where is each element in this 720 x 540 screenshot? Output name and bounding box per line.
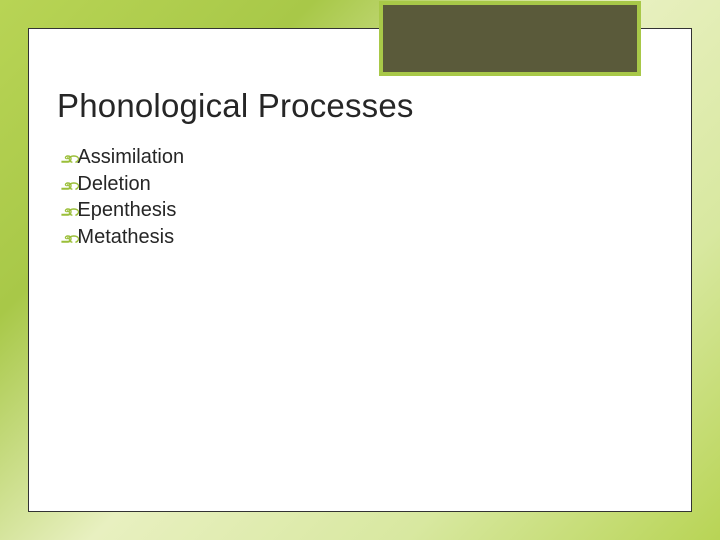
- bullet-label: Assimilation: [77, 145, 184, 171]
- bullet-list: ೨೧ Assimilation ೨೧ Deletion ೨೧ Epenthesi…: [61, 145, 184, 251]
- bullet-label: Deletion: [77, 172, 150, 198]
- list-item: ೨೧ Deletion: [61, 172, 184, 198]
- list-item: ೨೧ Epenthesis: [61, 198, 184, 224]
- slide-title: Phonological Processes: [57, 87, 414, 125]
- list-item: ೨೧ Metathesis: [61, 225, 184, 251]
- list-item: ೨೧ Assimilation: [61, 145, 184, 171]
- bullet-icon: ೨೧: [61, 149, 75, 168]
- bullet-icon: ೨೧: [61, 176, 75, 195]
- title-decoration-box: [379, 1, 641, 76]
- bullet-icon: ೨೧: [61, 202, 75, 221]
- bullet-icon: ೨೧: [61, 229, 75, 248]
- bullet-label: Metathesis: [77, 225, 174, 251]
- bullet-label: Epenthesis: [77, 198, 176, 224]
- slide-card: Phonological Processes ೨೧ Assimilation ೨…: [28, 28, 692, 512]
